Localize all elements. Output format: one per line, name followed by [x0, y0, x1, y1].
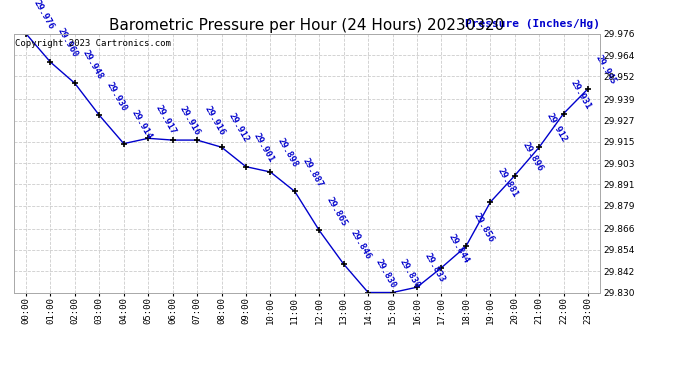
Text: Pressure (Inches/Hg): Pressure (Inches/Hg)	[465, 19, 600, 28]
Text: 29.916: 29.916	[203, 105, 226, 137]
Text: 29.916: 29.916	[178, 105, 202, 137]
Text: Copyright 2023 Cartronics.com: Copyright 2023 Cartronics.com	[15, 39, 171, 48]
Text: 29.830: 29.830	[398, 257, 422, 290]
Text: 29.960: 29.960	[56, 27, 80, 59]
Text: 29.896: 29.896	[520, 140, 544, 173]
Text: 29.931: 29.931	[569, 78, 593, 111]
Text: 29.930: 29.930	[105, 80, 129, 112]
Text: 29.901: 29.901	[252, 132, 275, 164]
Text: 29.917: 29.917	[154, 103, 178, 135]
Text: 29.948: 29.948	[81, 48, 104, 81]
Text: 29.844: 29.844	[447, 232, 471, 265]
Text: 29.945: 29.945	[593, 54, 618, 86]
Text: 29.887: 29.887	[300, 156, 324, 189]
Text: 29.865: 29.865	[325, 195, 348, 228]
Text: 29.833: 29.833	[422, 252, 446, 284]
Text: 29.846: 29.846	[349, 229, 373, 261]
Text: 29.976: 29.976	[32, 0, 55, 31]
Text: 29.830: 29.830	[374, 257, 397, 290]
Text: 29.914: 29.914	[129, 108, 153, 141]
Text: 29.898: 29.898	[276, 137, 300, 169]
Text: 29.881: 29.881	[496, 167, 520, 200]
Title: Barometric Pressure per Hour (24 Hours) 20230320: Barometric Pressure per Hour (24 Hours) …	[110, 18, 504, 33]
Text: 29.912: 29.912	[545, 112, 569, 144]
Text: 29.912: 29.912	[227, 112, 251, 144]
Text: 29.856: 29.856	[471, 211, 495, 244]
